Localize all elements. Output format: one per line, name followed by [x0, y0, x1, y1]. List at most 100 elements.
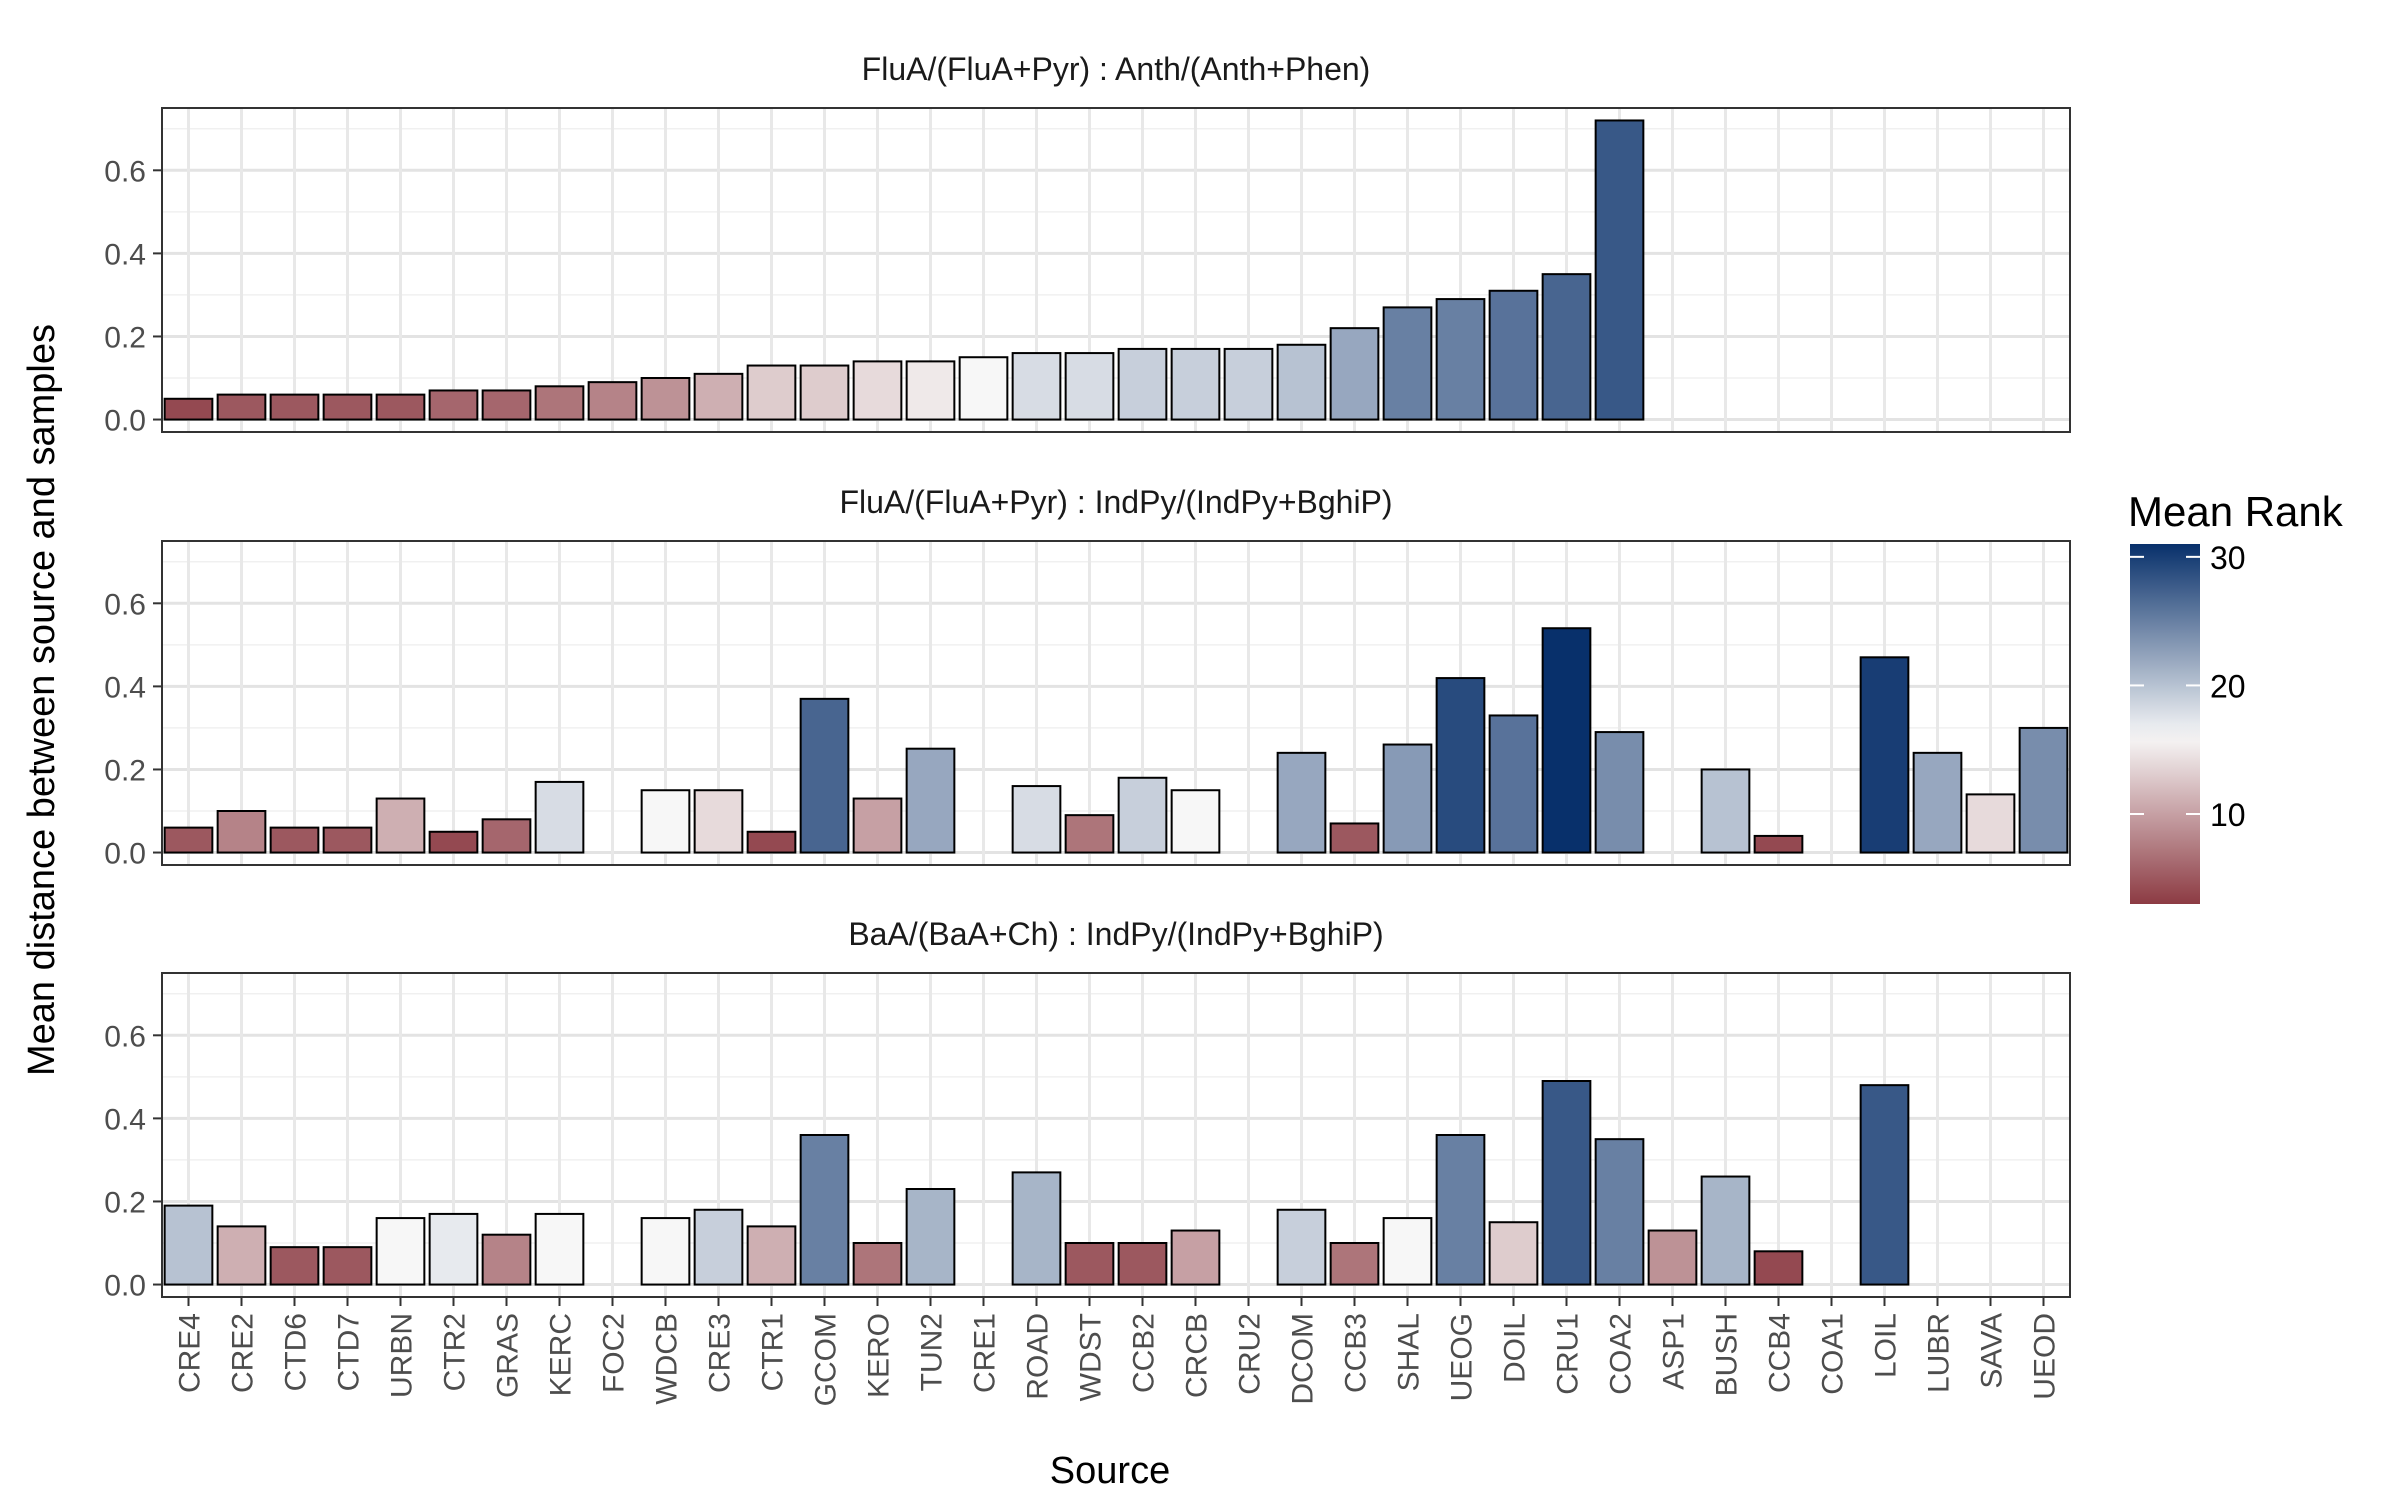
x-tick-label: WDST — [1075, 1313, 1108, 1401]
legend-tick-label: 20 — [2210, 668, 2246, 704]
y-tick-label: 0.6 — [104, 155, 146, 188]
bar — [1594, 1138, 1645, 1286]
x-tick-label: SAVA — [1976, 1313, 2009, 1389]
bar — [799, 1134, 850, 1286]
bar — [1276, 751, 1327, 854]
x-tick-label: CRCB — [1181, 1313, 1214, 1398]
y-tick-label: 0.6 — [104, 588, 146, 621]
bar — [428, 1212, 479, 1286]
bar — [640, 1217, 691, 1286]
y-axis-title: Mean distance between source and samples — [21, 324, 63, 1076]
bar — [322, 1246, 373, 1286]
bar — [1117, 776, 1168, 854]
x-tick-label: LOIL — [1870, 1313, 1903, 1378]
bar — [269, 393, 320, 421]
x-tick-label: COA1 — [1817, 1313, 1850, 1395]
legend-title: Mean Rank — [2128, 488, 2344, 535]
bar — [428, 830, 479, 854]
panel-2: FluA/(FluA+Pyr) : IndPy/(IndPy+BghiP) 0.0… — [104, 484, 2071, 871]
bar — [1753, 1250, 1804, 1286]
bar — [1859, 656, 1910, 854]
bar — [1011, 785, 1062, 854]
bar — [1488, 1221, 1539, 1286]
bar — [1064, 352, 1115, 421]
y-tick-label: 0.0 — [104, 1270, 146, 1303]
bar — [1170, 347, 1221, 421]
color-legend: Mean Rank 10 20 30 — [2128, 488, 2344, 904]
bar — [2018, 726, 2069, 854]
panel-title: BaA/(BaA+Ch) : IndPy/(IndPy+BghiP) — [848, 916, 1383, 952]
panel-border — [161, 107, 2071, 433]
x-tick-label: TUN2 — [916, 1313, 949, 1391]
bar — [693, 789, 744, 854]
bar — [799, 697, 850, 854]
bar — [1329, 1242, 1380, 1286]
bar — [216, 1225, 267, 1286]
bar — [746, 364, 797, 421]
legend-tick-label: 10 — [2210, 797, 2246, 833]
bar — [905, 747, 956, 854]
bar — [1488, 289, 1539, 421]
bar — [163, 826, 214, 854]
bar — [269, 826, 320, 854]
chart-panels: FluA/(FluA+Pyr) : Anth/(Anth+Phen) 0.0 0.2… — [104, 51, 2071, 1303]
bar — [1753, 834, 1804, 854]
panel-background — [162, 108, 2070, 432]
x-tick-label: CTR2 — [439, 1313, 472, 1391]
bar — [1223, 347, 1274, 421]
bar — [852, 797, 903, 854]
bar — [693, 1208, 744, 1286]
bar — [481, 389, 532, 421]
y-tick-label: 0.4 — [104, 238, 146, 271]
bar — [1488, 714, 1539, 854]
y-tick-label: 0.4 — [104, 671, 146, 704]
panel-1: FluA/(FluA+Pyr) : Anth/(Anth+Phen) 0.0 0.2… — [104, 51, 2071, 438]
bar — [1064, 1242, 1115, 1286]
x-axis: CRE4 CRE2 CTD6 CTD7 URBN CTR2 GRAS KERC FOC2 WDCB… — [174, 1297, 2062, 1406]
x-axis-title: Source — [1050, 1450, 1170, 1492]
x-tick-label: CCB3 — [1340, 1313, 1373, 1393]
bar — [163, 1204, 214, 1286]
bar — [1594, 119, 1645, 421]
x-tick-label: CTD6 — [280, 1313, 313, 1391]
x-tick-label: CCB4 — [1764, 1313, 1797, 1393]
bar — [640, 789, 691, 854]
y-tick-label: 0.0 — [104, 838, 146, 871]
bar — [375, 1217, 426, 1286]
bar — [1435, 298, 1486, 421]
x-tick-label: CRE2 — [227, 1313, 260, 1393]
bar — [587, 381, 638, 421]
bar — [1647, 1229, 1698, 1286]
legend-tick-label: 30 — [2210, 540, 2246, 576]
bar — [481, 1233, 532, 1286]
x-tick-label: ROAD — [1022, 1313, 1055, 1400]
x-tick-label: GRAS — [492, 1313, 525, 1398]
bar — [1700, 1175, 1751, 1286]
bar — [375, 393, 426, 421]
bar — [1435, 1134, 1486, 1286]
x-tick-label: CTD7 — [333, 1313, 366, 1391]
bar — [1541, 273, 1592, 421]
bar — [322, 826, 373, 854]
x-tick-label: CRU1 — [1552, 1313, 1585, 1395]
bar — [1435, 677, 1486, 854]
bar — [1170, 1229, 1221, 1286]
x-tick-label: BUSH — [1711, 1313, 1744, 1396]
x-tick-label: CRE4 — [174, 1313, 207, 1393]
bar — [1965, 793, 2016, 854]
bar — [905, 1188, 956, 1286]
bar — [1011, 1171, 1062, 1286]
bar — [163, 397, 214, 421]
x-tick-label: UEOD — [2029, 1313, 2062, 1400]
bar — [746, 1225, 797, 1286]
y-tick-label: 0.6 — [104, 1020, 146, 1053]
bar — [1064, 814, 1115, 854]
x-tick-label: COA2 — [1605, 1313, 1638, 1395]
bar — [269, 1246, 320, 1286]
bar — [746, 830, 797, 854]
bar — [905, 360, 956, 421]
x-tick-label: DCOM — [1287, 1313, 1320, 1405]
x-tick-label: CCB2 — [1128, 1313, 1161, 1393]
x-tick-label: CRU2 — [1234, 1313, 1267, 1395]
